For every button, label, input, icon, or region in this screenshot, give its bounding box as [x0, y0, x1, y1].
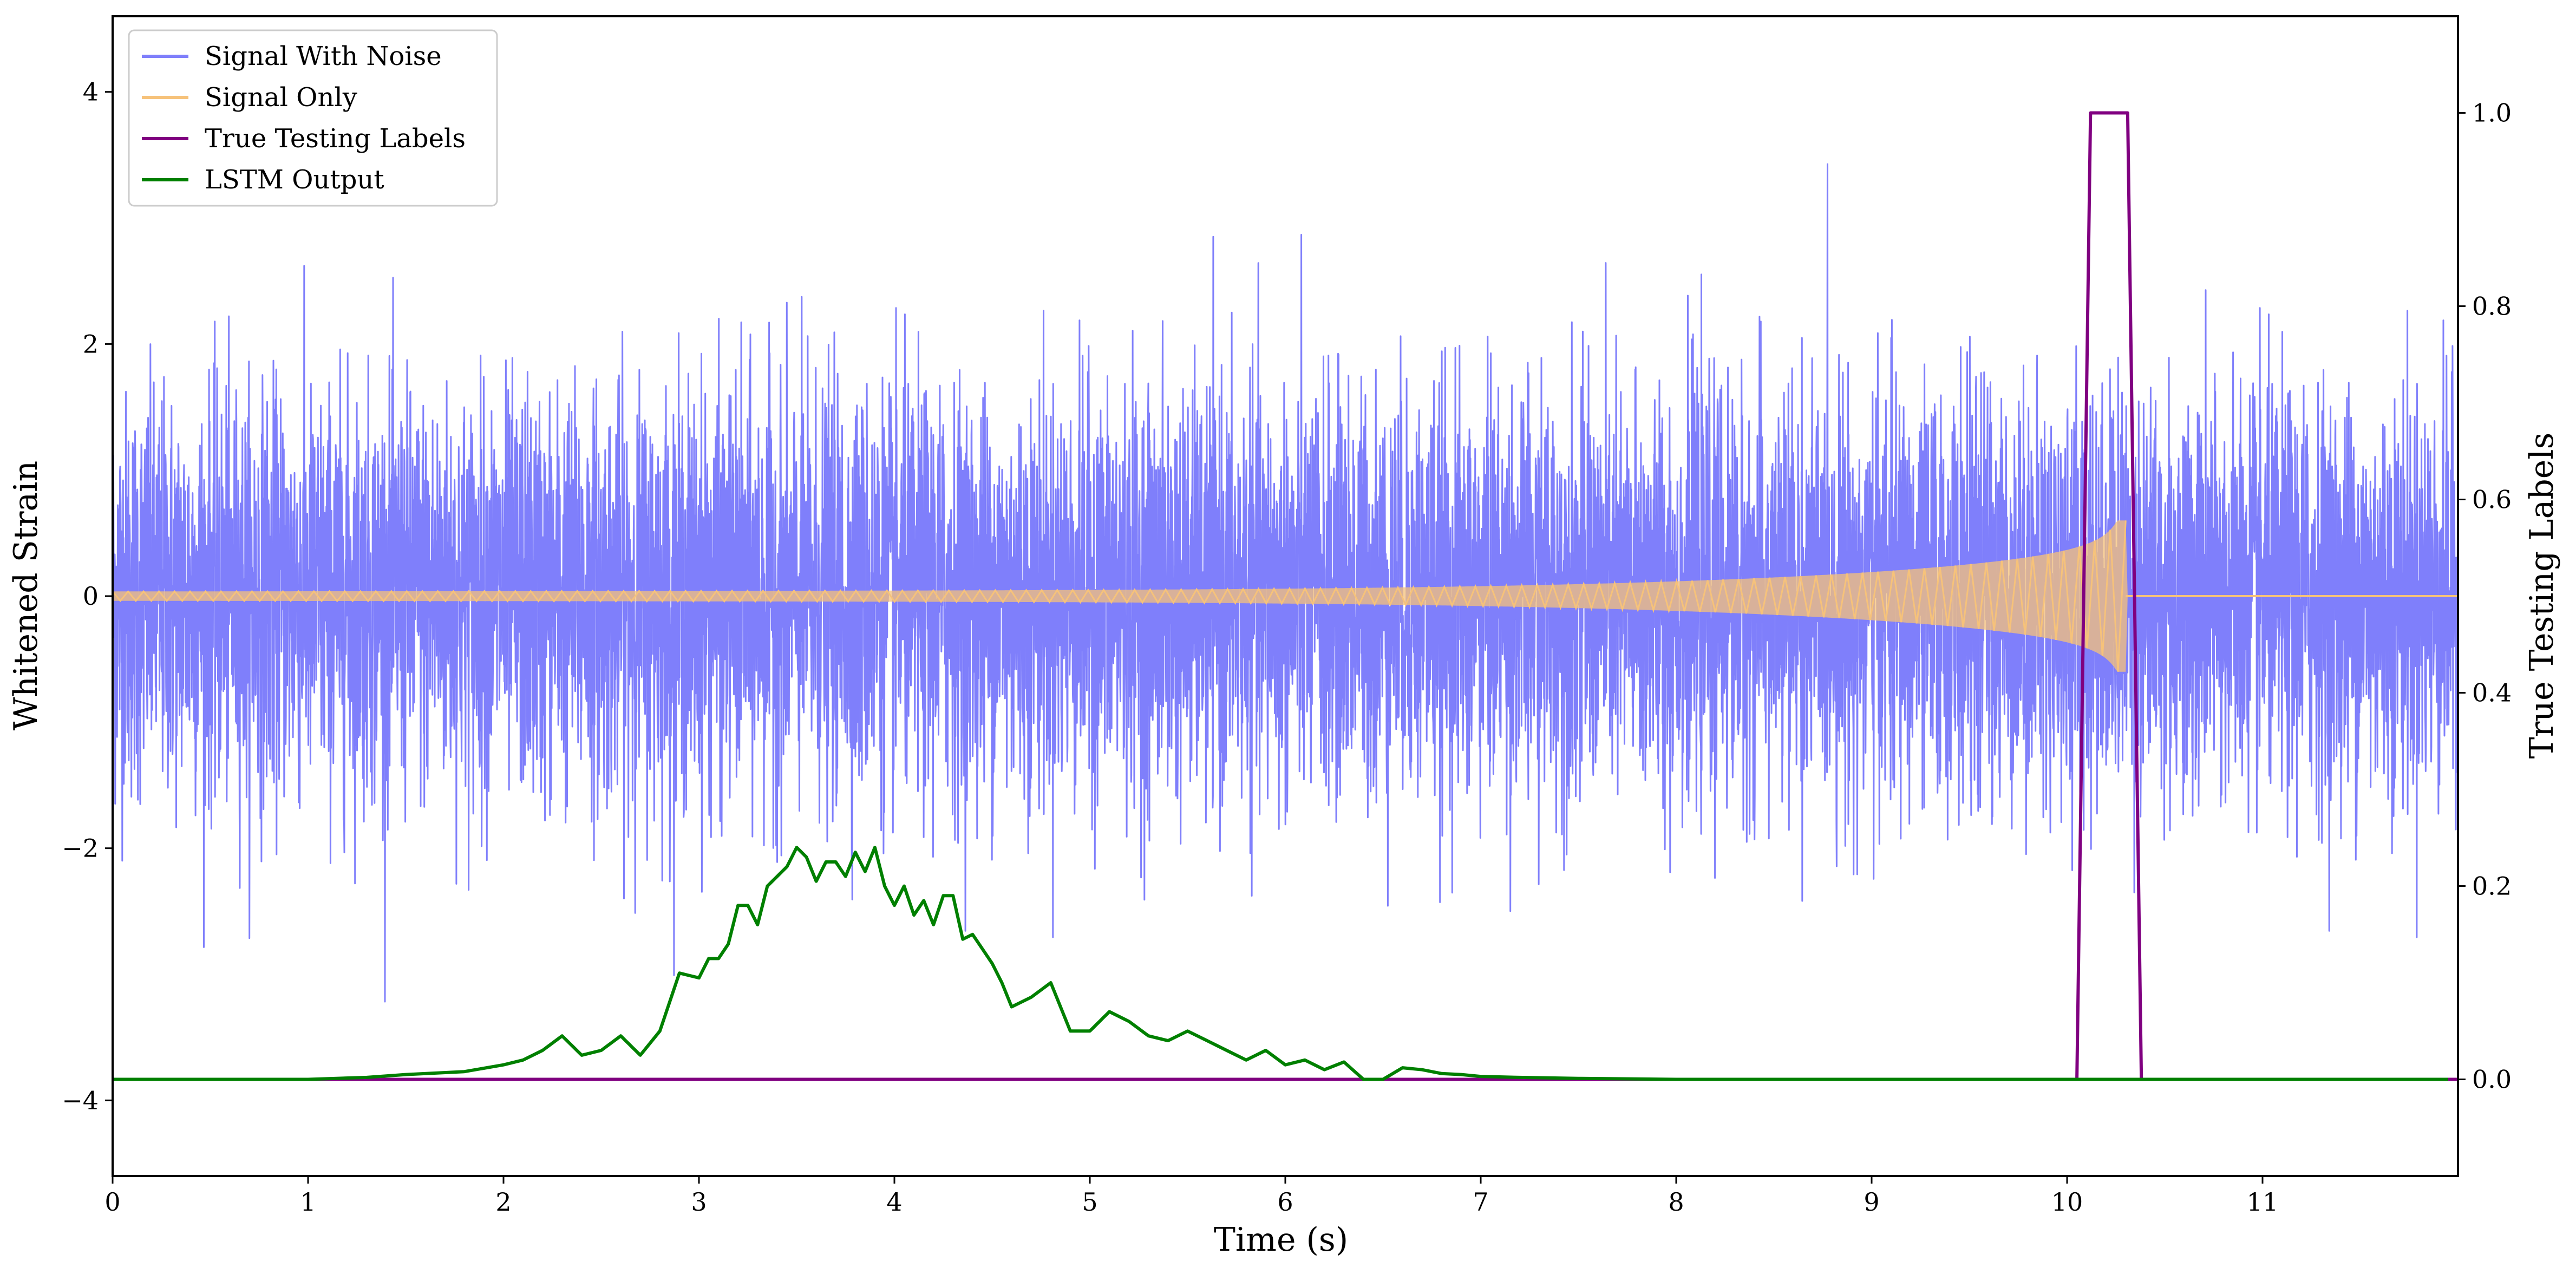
legend-label-signal-with-noise: Signal With Noise — [205, 41, 442, 71]
x-tick-label: 1 — [300, 1187, 316, 1217]
right-y-tick-label: 1.0 — [2472, 99, 2512, 128]
left-y-tick-label: 0 — [83, 582, 99, 611]
legend-box — [128, 29, 498, 207]
signal-only-oscillation — [113, 520, 2127, 672]
legend-label-lstm-output: LSTM Output — [205, 165, 384, 195]
x-tick-label: 8 — [1668, 1187, 1684, 1217]
right-y-tick-label: 0.4 — [2472, 678, 2512, 708]
left-y-axis-title: Whitened Strain — [7, 461, 45, 730]
legend-label-true-testing-labels: True Testing Labels — [205, 123, 466, 154]
x-axis-title: Time (s) — [1214, 1221, 1348, 1259]
left-y-tick-label: −4 — [62, 1086, 99, 1115]
right-y-tick-label: 0.0 — [2472, 1065, 2512, 1094]
right-y-tick-label: 0.8 — [2472, 292, 2512, 321]
legend-label-signal-only: Signal Only — [205, 82, 357, 113]
x-tick-label: 9 — [1864, 1187, 1879, 1217]
x-tick-label: 3 — [691, 1187, 707, 1217]
legend: Signal With Noise Signal Only True Testing… — [128, 29, 498, 207]
left-y-tick-label: 2 — [83, 329, 99, 358]
axes: 0 1 2 3 4 5 6 7 8 9 10 11 −4 −2 0 2 4 0.0 0.2 0.4 0.6 0.8 1.0 — [62, 77, 2512, 1217]
x-tick-label: 6 — [1277, 1187, 1293, 1217]
x-tick-label: 2 — [495, 1187, 511, 1217]
x-tick-label: 7 — [1473, 1187, 1488, 1217]
lstm-output-line — [113, 846, 2448, 1081]
left-y-tick-label: 4 — [83, 77, 99, 107]
right-y-tick-label: 0.2 — [2472, 872, 2512, 901]
x-tick-label: 5 — [1082, 1187, 1097, 1217]
plot-area — [113, 111, 2458, 1081]
right-y-axis-title: True Testing Labels — [2523, 433, 2561, 759]
x-tick-label: 10 — [2051, 1187, 2083, 1217]
left-y-tick-label: −2 — [62, 834, 99, 863]
x-tick-label: 0 — [104, 1187, 120, 1217]
right-y-tick-label: 0.6 — [2472, 485, 2512, 514]
x-tick-label: 4 — [886, 1187, 902, 1217]
x-tick-label: 11 — [2247, 1187, 2279, 1217]
